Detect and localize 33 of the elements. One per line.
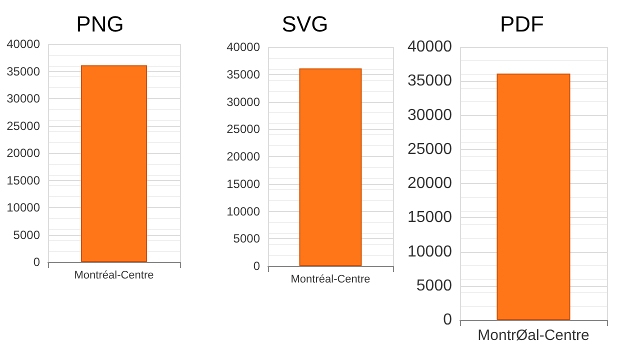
y-tick-label: 30000 xyxy=(408,106,452,124)
y-tick-label: 0 xyxy=(253,259,260,273)
x-tick-label: Montréal-Centre xyxy=(74,270,154,282)
y-tick-label: 5000 xyxy=(13,228,40,242)
y-tick-label: 10000 xyxy=(6,200,40,214)
y-tick-label: 0 xyxy=(443,312,452,328)
y-tick-label: 30000 xyxy=(226,94,260,109)
y-tick-label: 15000 xyxy=(6,173,40,188)
y-tick-label: 10000 xyxy=(226,204,260,218)
y-tick-label: 10000 xyxy=(408,243,452,260)
y-tick-label: 30000 xyxy=(6,92,40,106)
x-tick-label: Montréal-Centre xyxy=(290,274,370,286)
chart-title: SVG xyxy=(282,12,328,36)
x-tick-label: MontrØal-Centre xyxy=(478,327,590,344)
chart-title: PNG xyxy=(76,12,124,36)
y-tick-label: 40000 xyxy=(6,37,40,51)
y-tick-label: 20000 xyxy=(226,150,260,164)
y-tick-label: 25000 xyxy=(408,140,452,158)
y-tick-label: 35000 xyxy=(408,72,452,90)
chart-title: PDF xyxy=(500,12,544,36)
y-tick-label: 35000 xyxy=(226,67,260,82)
y-tick-label: 20000 xyxy=(6,146,40,160)
y-tick-label: 40000 xyxy=(226,40,260,54)
y-tick-label: 15000 xyxy=(226,176,260,191)
y-tick-label: 5000 xyxy=(416,277,452,294)
y-tick-label: 15000 xyxy=(408,209,452,226)
y-tick-label: 35000 xyxy=(6,64,40,78)
y-tick-label: 20000 xyxy=(408,175,452,192)
y-tick-label: 25000 xyxy=(6,118,40,133)
y-tick-label: 40000 xyxy=(408,38,452,56)
y-tick-label: 25000 xyxy=(226,122,260,136)
y-tick-label: 5000 xyxy=(233,232,260,246)
y-tick-label: 0 xyxy=(33,255,40,269)
